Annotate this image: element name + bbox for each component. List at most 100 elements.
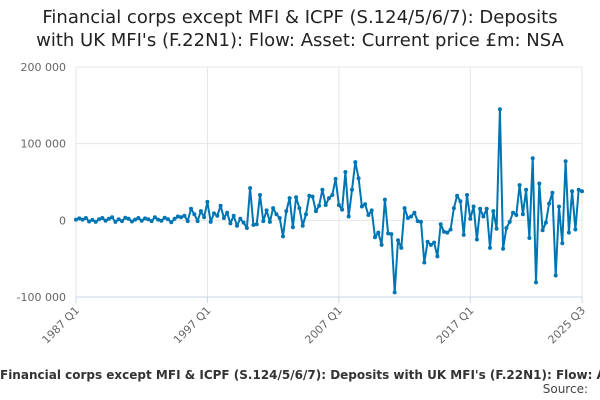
data-point[interactable] (501, 246, 506, 251)
data-point[interactable] (297, 206, 302, 211)
data-point[interactable] (566, 230, 571, 235)
data-point[interactable] (409, 214, 414, 219)
data-point[interactable] (287, 196, 292, 201)
data-point[interactable] (327, 196, 331, 201)
data-point[interactable] (100, 216, 105, 220)
data-point[interactable] (159, 218, 164, 223)
data-point[interactable] (520, 212, 525, 217)
data-point[interactable] (235, 223, 239, 228)
data-point[interactable] (103, 218, 108, 223)
data-point[interactable] (442, 229, 446, 234)
data-point[interactable] (445, 230, 450, 235)
data-point[interactable] (202, 215, 207, 220)
data-point[interactable] (192, 212, 197, 217)
data-point[interactable] (468, 216, 473, 221)
data-point[interactable] (419, 219, 423, 224)
data-point[interactable] (212, 211, 216, 216)
data-point[interactable] (264, 208, 269, 213)
data-point[interactable] (465, 193, 469, 197)
data-point[interactable] (172, 216, 177, 221)
data-point[interactable] (455, 193, 460, 198)
data-point[interactable] (534, 280, 538, 285)
data-point[interactable] (146, 217, 151, 222)
data-point[interactable] (494, 226, 499, 231)
data-point[interactable] (113, 219, 118, 224)
data-point[interactable] (451, 206, 456, 211)
data-point[interactable] (438, 222, 443, 227)
data-point[interactable] (553, 273, 558, 278)
data-point[interactable] (267, 219, 272, 224)
data-point[interactable] (182, 213, 187, 218)
data-point[interactable] (415, 219, 420, 224)
data-point[interactable] (317, 203, 322, 208)
data-point[interactable] (238, 216, 243, 221)
data-point[interactable] (106, 216, 111, 221)
data-point[interactable] (497, 107, 502, 112)
data-point[interactable] (405, 216, 410, 220)
data-point[interactable] (573, 227, 578, 232)
data-point[interactable] (359, 204, 364, 209)
data-point[interactable] (166, 217, 170, 222)
data-point[interactable] (169, 220, 174, 225)
data-point[interactable] (396, 238, 400, 243)
data-point[interactable] (350, 187, 354, 192)
data-point[interactable] (491, 209, 496, 214)
data-point[interactable] (162, 215, 167, 220)
data-point[interactable] (313, 209, 318, 214)
data-point[interactable] (474, 237, 479, 242)
data-point[interactable] (356, 176, 361, 181)
data-point[interactable] (74, 217, 78, 222)
data-point[interactable] (205, 199, 210, 204)
data-point[interactable] (123, 215, 128, 220)
data-point[interactable] (290, 225, 295, 230)
data-point[interactable] (399, 245, 404, 250)
data-point[interactable] (336, 203, 341, 207)
data-point[interactable] (225, 210, 230, 215)
data-point[interactable] (323, 203, 328, 207)
data-point[interactable] (284, 209, 289, 214)
data-point[interactable] (389, 232, 394, 237)
data-point[interactable] (471, 204, 476, 209)
data-point[interactable] (251, 222, 256, 227)
data-point[interactable] (254, 222, 259, 227)
data-point[interactable] (218, 203, 223, 208)
data-point[interactable] (175, 214, 180, 219)
data-point[interactable] (271, 206, 276, 211)
data-point[interactable] (261, 219, 266, 224)
data-point[interactable] (307, 193, 312, 198)
data-point[interactable] (478, 206, 483, 211)
data-point[interactable] (120, 219, 124, 224)
data-point[interactable] (369, 208, 374, 213)
data-point[interactable] (366, 213, 371, 217)
data-point[interactable] (481, 214, 486, 219)
data-point[interactable] (80, 217, 85, 222)
data-point[interactable] (547, 201, 552, 206)
data-point[interactable] (208, 219, 213, 224)
data-point[interactable] (320, 187, 325, 192)
data-point[interactable] (195, 219, 200, 224)
data-point[interactable] (231, 213, 236, 218)
data-point[interactable] (488, 245, 492, 250)
data-point[interactable] (514, 213, 519, 217)
data-point[interactable] (228, 221, 233, 226)
data-point[interactable] (540, 228, 545, 233)
data-point[interactable] (300, 223, 305, 228)
data-point[interactable] (448, 227, 453, 232)
data-point[interactable] (382, 197, 387, 202)
data-point[interactable] (530, 156, 535, 161)
data-point[interactable] (248, 186, 253, 191)
data-point[interactable] (126, 216, 131, 221)
data-point[interactable] (343, 170, 348, 174)
data-point[interactable] (333, 176, 338, 181)
data-point[interactable] (152, 215, 157, 220)
data-point[interactable] (428, 242, 433, 247)
data-point[interactable] (156, 217, 161, 222)
data-point[interactable] (461, 232, 466, 237)
data-point[interactable] (179, 215, 184, 220)
data-point[interactable] (511, 210, 515, 215)
data-point[interactable] (363, 202, 368, 207)
series-line[interactable] (75, 108, 583, 294)
data-point[interactable] (87, 219, 92, 224)
data-point[interactable] (215, 213, 220, 218)
data-point[interactable] (139, 218, 144, 223)
